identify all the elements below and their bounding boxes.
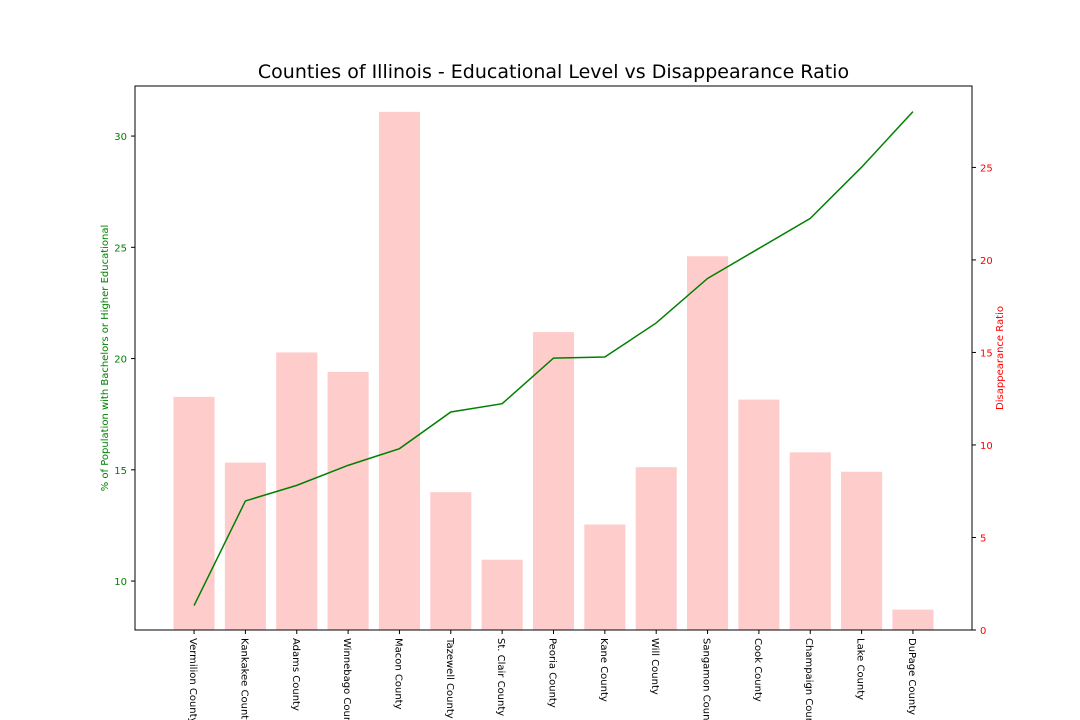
chart-title: Counties of Illinois - Educational Level…	[257, 61, 850, 83]
x-tick-label: Kane County	[598, 638, 609, 702]
left-tick-label: 30	[114, 132, 127, 143]
line-series	[193, 111, 914, 606]
x-tick-label: Lake County	[855, 638, 866, 700]
bar	[430, 492, 472, 630]
x-tick-label: Champaign County	[803, 638, 814, 720]
x-tick-label: Tazewell County	[444, 637, 455, 719]
x-tick-label: Kankakee County	[238, 638, 249, 720]
bar	[841, 471, 883, 630]
right-tick-label: 25	[980, 163, 993, 174]
bar-series	[173, 111, 934, 630]
bar	[173, 396, 215, 630]
x-tick-label: St. Clair County	[495, 638, 506, 716]
right-axis-label: Disappearance Ratio	[995, 306, 1006, 410]
bar	[276, 352, 318, 630]
bar	[532, 332, 575, 630]
x-tick-label: Sangamon County	[701, 638, 712, 720]
left-axis-label: % of Population with Bachelors or Higher…	[100, 225, 111, 492]
bar	[327, 371, 369, 630]
right-tick-label: 10	[980, 441, 993, 452]
x-tick-label: DuPage County	[906, 638, 917, 715]
left-tick-label: 10	[114, 577, 127, 588]
x-tick-label: Peoria County	[547, 638, 558, 708]
bar	[738, 399, 780, 630]
left-tick-label: 25	[114, 243, 127, 254]
line-path	[193, 111, 914, 606]
right-tick-label: 0	[980, 626, 986, 637]
bar	[378, 111, 420, 630]
bar	[584, 524, 626, 630]
x-tick-label: Winnebago County	[341, 638, 352, 720]
bar	[481, 559, 523, 630]
x-tick-label: Will County	[649, 638, 660, 695]
tick-labels: 10 15 20 25 30 0 5 10 15 20 25 Vermilion County Kank…	[100, 132, 1006, 720]
axes	[131, 85, 976, 634]
x-tick-label: Cook County	[752, 638, 763, 702]
right-tick-label: 15	[980, 348, 993, 359]
left-tick-label: 20	[114, 355, 127, 366]
bar	[687, 256, 729, 630]
x-tick-label: Adams County	[290, 638, 301, 711]
bar	[789, 452, 831, 630]
bar	[224, 462, 266, 630]
bar	[892, 609, 934, 630]
x-tick-label: Macon County	[392, 638, 403, 710]
x-tick-label: Vermilion County	[187, 638, 198, 720]
right-tick-label: 5	[980, 533, 986, 544]
right-tick-label: 20	[980, 256, 993, 267]
left-tick-label: 15	[114, 466, 127, 477]
bar	[635, 467, 677, 630]
